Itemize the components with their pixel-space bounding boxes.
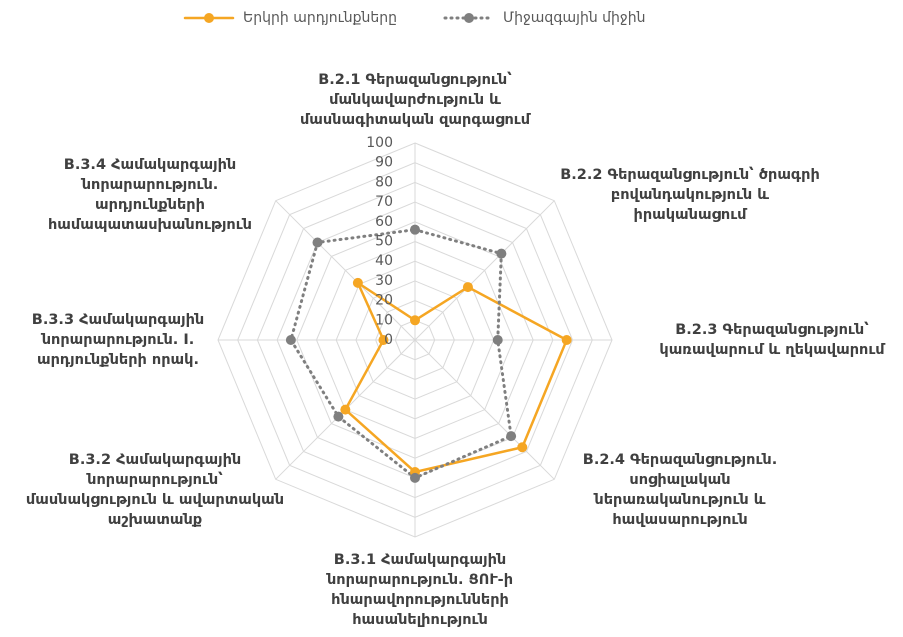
- data-point: [506, 431, 517, 442]
- category-label: B.2.2 Գերազանցություն՝ ծրագրի բովանդակու…: [560, 167, 820, 223]
- y-tick-label: 100: [366, 135, 393, 151]
- data-point: [333, 411, 344, 422]
- legend-marker: [464, 13, 474, 23]
- y-tick-label: 70: [375, 194, 393, 210]
- data-point: [340, 404, 351, 415]
- y-tick-label: 30: [375, 273, 393, 289]
- data-point: [312, 237, 323, 248]
- data-point: [410, 315, 420, 326]
- legend-label: Միջազգային միջին: [503, 10, 646, 26]
- category-label: B.2.1 Գերազանցություն՝ մանկավարժություն …: [299, 72, 531, 128]
- category-label: B.2.3 Գերազանցություն՝ կառավարում և ղեկա…: [659, 322, 885, 358]
- category-label: B.3.1 Համակարգային նորարարություն. ՑՈՒ-ի…: [326, 552, 514, 628]
- y-tick-label: 0: [384, 332, 393, 348]
- data-point: [561, 335, 572, 345]
- category-label: B.2.4 Գերազանցություն. սոցիալական ներառա…: [582, 452, 778, 528]
- data-point: [496, 248, 507, 259]
- y-tick-label: 50: [375, 234, 393, 250]
- legend-marker: [204, 13, 214, 23]
- category-label: B.3.4 Համակարգային նորարարություն. արդյո…: [47, 157, 252, 233]
- data-point: [285, 335, 296, 345]
- spoke: [414, 200, 555, 341]
- y-tick-label: 90: [375, 155, 393, 171]
- y-tick-label: 10: [375, 312, 393, 328]
- spoke: [414, 339, 555, 480]
- y-tick-label: 80: [375, 174, 393, 190]
- legend-label: Երկրի արդյունքները: [243, 10, 397, 26]
- category-label: B.3.2 Համակարգային նորարարություն՝ մասնա…: [25, 452, 285, 528]
- data-point: [492, 335, 503, 345]
- y-tick-label: 20: [375, 293, 393, 309]
- data-point: [517, 442, 528, 453]
- data-point: [462, 282, 473, 293]
- data-point: [352, 277, 363, 288]
- y-tick-label: 60: [375, 214, 393, 230]
- data-point: [410, 224, 420, 235]
- y-tick-label: 40: [375, 253, 393, 269]
- data-point: [378, 335, 389, 345]
- spoke: [275, 200, 416, 341]
- data-point: [410, 472, 420, 483]
- category-label: B.3.3 Համակարգային նորարարություն. I. ար…: [31, 312, 205, 368]
